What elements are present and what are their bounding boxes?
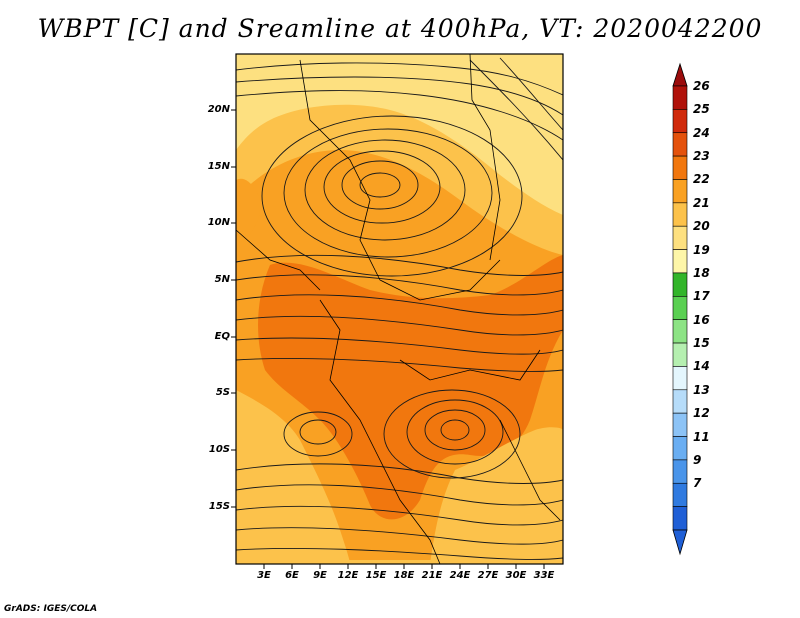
lat-label: 20N	[207, 104, 230, 115]
colorbar-segment	[672, 482, 688, 507]
colorbar-tick-label: 26	[693, 79, 710, 93]
lon-label: 30E	[505, 570, 527, 581]
wbpt-field-19-20-southeast	[430, 427, 563, 564]
lon-label: 24E	[449, 570, 471, 581]
colorbar-tick-label: 17	[693, 289, 710, 304]
colorbar-tick-label: 9	[693, 452, 702, 467]
colorbar-tick-label: 15	[693, 336, 710, 351]
chart-title: WBPT [C] and Sreamline at 400hPa, VT: 20…	[37, 14, 763, 43]
lon-label: 27E	[477, 570, 499, 581]
colorbar-segment	[672, 296, 688, 320]
colorbar-segment	[672, 155, 688, 180]
colorbar-tick-label: 12	[693, 406, 710, 421]
colorbar-segment	[672, 389, 688, 414]
colorbar	[672, 62, 688, 556]
colorbar-tick-label: 24	[693, 125, 710, 140]
colorbar-tick-label: 22	[693, 172, 710, 187]
colorbar-top-arrow	[672, 62, 688, 87]
lat-ticks	[231, 109, 236, 508]
colorbar-segment	[672, 179, 688, 204]
colorbar-bottom-arrow	[672, 529, 688, 556]
lon-ticks	[263, 564, 545, 569]
colorbar-tick-label: 19	[693, 242, 710, 257]
lat-label: EQ	[214, 331, 230, 342]
colorbar-tick-label: 20	[693, 219, 710, 234]
colorbar-tick-label: 11	[693, 429, 710, 444]
colorbar-segment	[672, 272, 688, 297]
lon-label: 3E	[257, 570, 271, 581]
colorbar-segment	[672, 436, 688, 461]
lon-label: 15E	[365, 570, 387, 581]
colorbar-tick-label: 23	[693, 149, 710, 164]
colorbar-tick-label: 13	[693, 382, 710, 397]
lon-label: 21E	[421, 570, 443, 581]
colorbar-tick-label: 14	[693, 359, 710, 374]
colorbar-tick-label: 18	[693, 265, 710, 280]
colorbar-segment	[672, 459, 688, 484]
credit-text: GrADS: IGES/COLA	[4, 604, 98, 614]
wbpt-field-19-20-north	[236, 54, 563, 215]
lon-label: 18E	[393, 570, 415, 581]
lon-label: 12E	[337, 570, 359, 581]
lat-label: 10N	[207, 217, 230, 228]
colorbar-segment	[672, 85, 688, 110]
lat-label: 15S	[208, 501, 230, 512]
lat-label: 10S	[208, 444, 230, 455]
colorbar-segment	[672, 132, 688, 157]
lon-label: 9E	[313, 570, 327, 581]
colorbar-segment	[672, 366, 688, 391]
colorbar-tick-label: 7	[693, 476, 702, 491]
colorbar-segment	[672, 109, 688, 134]
lat-label: 5S	[215, 387, 230, 398]
colorbar-segment	[672, 506, 688, 531]
plot-frame	[235, 53, 564, 565]
wbpt-field-21-22-nw	[236, 178, 261, 245]
colorbar-segment	[672, 249, 688, 274]
colorbar-tick-label: 25	[693, 102, 710, 117]
colorbar-segment	[672, 225, 688, 250]
colorbar-tick-label: 16	[693, 312, 710, 327]
lon-label: 6E	[285, 570, 299, 581]
lat-label: 15N	[207, 161, 230, 172]
colorbar-segment	[672, 412, 688, 437]
colorbar-segment	[672, 319, 688, 344]
wbpt-field-19-20-southwest	[236, 390, 350, 564]
colorbar-segment	[672, 342, 688, 367]
lat-label: 5N	[214, 274, 230, 285]
colorbar-tick-label: 21	[693, 195, 710, 210]
streamlines	[236, 54, 563, 564]
lon-label: 33E	[533, 570, 555, 581]
colorbar-segment	[672, 202, 688, 227]
